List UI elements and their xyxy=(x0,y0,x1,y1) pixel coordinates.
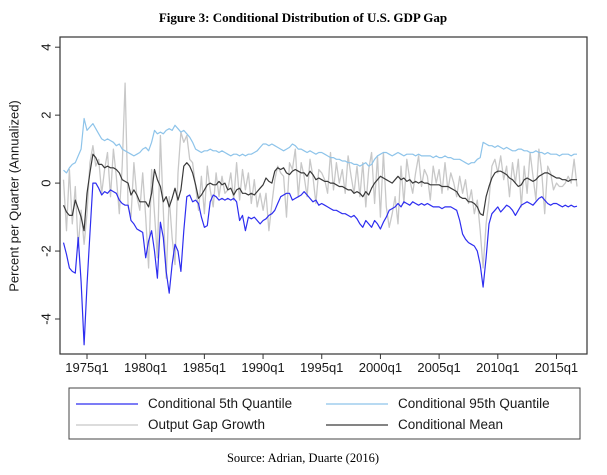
series-line-conditional-5th-quantile xyxy=(62,182,578,346)
x-tick-label: 2000q1 xyxy=(359,360,402,375)
y-tick-label: 0 xyxy=(38,179,53,186)
x-tick-label: 2005q1 xyxy=(417,360,460,375)
legend-item-conditional-5th-quantile: Conditional 5th Quantile xyxy=(76,396,292,411)
legend-label: Conditional 5th Quantile xyxy=(148,396,292,411)
x-axis: 1975q1 1980q1 1985q1 1990q1 1995q1 2000q1 2005… xyxy=(65,354,578,375)
legend-item-conditional-mean: Conditional Mean xyxy=(326,417,503,432)
legend-label: Output Gap Growth xyxy=(148,417,265,432)
x-tick-label: 1985q1 xyxy=(183,360,226,375)
legend-item-conditional-95th-quantile: Conditional 95th Quantile xyxy=(326,396,550,411)
y-tick-label: 2 xyxy=(38,112,53,119)
x-tick-label: 1990q1 xyxy=(241,360,284,375)
y-tick-label: -4 xyxy=(38,313,53,325)
x-tick-label: 1995q1 xyxy=(300,360,343,375)
legend-label: Conditional Mean xyxy=(398,417,503,432)
x-tick-label: 1975q1 xyxy=(65,360,108,375)
series-layer xyxy=(62,82,578,346)
y-axis: 4 2 0 -2 -4 xyxy=(38,44,60,325)
series-line-conditional-95th-quantile xyxy=(63,117,577,174)
x-tick-label: 2010q1 xyxy=(476,360,519,375)
legend-box xyxy=(68,387,581,440)
y-tick-label: 4 xyxy=(38,44,53,51)
legend: Conditional 5th Quantile Conditional 95th… xyxy=(68,387,581,440)
series-line-conditional-mean xyxy=(62,153,577,232)
y-axis-label: Percent per Quarter (Annualized) xyxy=(6,100,21,291)
chart-title: Figure 3: Conditional Distribution of U.… xyxy=(159,10,447,25)
x-tick-label: 1980q1 xyxy=(124,360,167,375)
plot-area xyxy=(59,36,588,355)
y-tick-label: -2 xyxy=(38,245,53,257)
x-tick-label: 2015q1 xyxy=(535,360,578,375)
legend-label: Conditional 95th Quantile xyxy=(398,396,550,411)
legend-item-output-gap-growth: Output Gap Growth xyxy=(76,417,265,432)
series-line-output-gap-growth xyxy=(62,82,578,279)
source-note: Source: Adrian, Duarte (2016) xyxy=(227,451,379,465)
